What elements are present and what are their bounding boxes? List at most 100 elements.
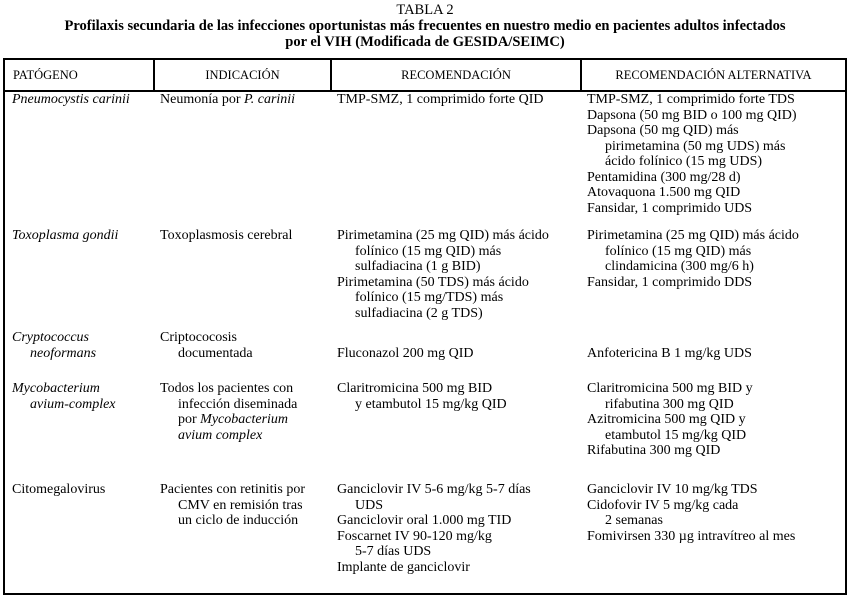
recomendacion-cell: Ganciclovir IV 5-6 mg/kg 5-7 días UDS Ganc…: [337, 482, 531, 575]
italic-text: Mycobacterium: [200, 412, 289, 427]
text: Neumonía por: [160, 92, 244, 107]
cell-line: Citomegalovirus: [12, 482, 105, 498]
patogeno-cell: Cryptococcus neoformans: [12, 330, 96, 361]
cell-line: neoformans: [12, 346, 96, 362]
table-label: TABLA 2: [396, 2, 454, 18]
text: Foscarnet IV 90-120 mg/kg: [337, 528, 492, 544]
cell-line: Ganciclovir IV 5-6 mg/kg 5-7 días: [337, 482, 531, 498]
indicacion-cell: Toxoplasmosis cerebral: [160, 228, 292, 244]
text: infección diseminada: [178, 396, 298, 412]
cell-line: Pentamidina (300 mg/28 d): [587, 170, 797, 186]
text: rifabutina 300 mg QID: [605, 396, 734, 412]
cell-line: Implante de ganciclovir: [337, 560, 531, 576]
text: Toxoplasmosis cerebral: [160, 228, 293, 243]
cell-line: Ganciclovir oral 1.000 mg TID: [337, 513, 531, 529]
text: sulfadiacina (1 g BID): [355, 259, 481, 274]
cell-line: Pirimetamina (50 TDS) más ácido: [337, 275, 549, 291]
cell-line: Pacientes con retinitis por: [160, 482, 305, 498]
indicacion-cell: Todos los pacientes con infección disemin…: [160, 381, 297, 443]
italic-text: Mycobacterium: [12, 381, 100, 396]
text: 5-7 días UDS: [355, 544, 432, 559]
alternativa-cell: Ganciclovir IV 10 mg/kg TDS Cidofovir IV …: [587, 482, 795, 544]
italic-text: Cryptococcus: [12, 330, 89, 345]
text: TMP-SMZ, 1 comprimido forte QID: [337, 92, 544, 107]
cell-line: Pirimetamina (25 mg QID) más ácido: [337, 228, 549, 244]
text: un ciclo de inducción: [178, 513, 299, 528]
table-header: PATÓGENO INDICACIÓN RECOMENDACIÓN RECOME…: [5, 60, 845, 92]
cell-line: Claritromicina 500 mg BID: [337, 381, 507, 397]
cell-line: Criptococosis: [160, 330, 253, 346]
recomendacion-cell: Pirimetamina (25 mg QID) más ácido folíni…: [337, 228, 549, 321]
cell-line: Fomivirsen 330 µg intravítreo al mes: [587, 529, 795, 545]
patogeno-cell: Mycobacterium avium-complex: [12, 381, 116, 412]
cell-line: Pirimetamina (25 mg QID) más ácido: [587, 228, 799, 244]
text: Criptococosis: [160, 330, 237, 345]
cell-line: Fluconazol 200 mg QID: [337, 346, 473, 362]
cell-line: Atovaquona 1.500 mg QID: [587, 185, 797, 201]
cell-line: [337, 330, 473, 346]
cell-line: Fansidar, 1 comprimido UDS: [587, 201, 797, 217]
cell-line: 2 semanas: [587, 513, 795, 529]
text: Pirimetamina (25 mg QID) más ácido: [587, 228, 799, 243]
text: Anfotericina B 1 mg/kg UDS: [587, 345, 752, 361]
table-title-line-1: Profilaxis secundaria de las infecciones…: [64, 18, 786, 34]
italic-text: neoformans: [30, 345, 97, 361]
text: 2 semanas: [605, 513, 663, 528]
cell-line: clindamicina (300 mg/6 h): [587, 259, 799, 275]
cell-line: Dapsona (50 mg QID) más: [587, 123, 797, 139]
italic-text: avium-complex: [30, 396, 116, 412]
text: Atovaquona 1.500 mg QID: [587, 185, 741, 200]
text: TMP-SMZ, 1 comprimido forte TDS: [587, 92, 795, 107]
cell-line: Cryptococcus: [12, 330, 96, 346]
header-patogeno: PATÓGENO: [13, 68, 78, 82]
text: folínico (15 mg QID) más: [355, 243, 502, 259]
cell-line: CMV en remisión tras: [160, 498, 305, 514]
cell-line: Rifabutina 300 mg QID: [587, 443, 753, 459]
indicacion-cell: Pacientes con retinitis por CMV en remisi…: [160, 482, 305, 529]
text: Pacientes con retinitis por: [160, 482, 306, 497]
recomendacion-cell: TMP-SMZ, 1 comprimido forte QID: [337, 92, 543, 108]
text: folínico (15 mg/TDS) más: [355, 290, 504, 305]
text: y etambutol 15 mg/kg QID: [355, 396, 507, 412]
text: por: [178, 412, 201, 427]
cell-line: Toxoplasma gondii: [12, 228, 118, 244]
text: clindamicina (300 mg/6 h): [605, 259, 754, 274]
text: Fomivirsen 330 µg intravítreo al mes: [587, 528, 796, 544]
cell-line: 5-7 días UDS: [337, 544, 531, 560]
cell-line: Fansidar, 1 comprimido DDS: [587, 275, 799, 291]
text: Dapsona (50 mg QID) más: [587, 123, 739, 138]
text: Ganciclovir IV 5-6 mg/kg 5-7 días: [337, 482, 531, 497]
cell-line: TMP-SMZ, 1 comprimido forte QID: [337, 92, 543, 108]
cell-line: sulfadiacina (2 g TDS): [337, 306, 549, 322]
text: Fluconazol 200 mg QID: [337, 345, 474, 361]
text: Dapsona (50 mg BID o 100 mg QID): [587, 107, 797, 123]
text: Citomegalovirus: [12, 482, 106, 497]
header-divider: [153, 60, 155, 90]
cell-line: Neumonía por P. carinii: [160, 92, 295, 108]
italic-text: P. carinii: [243, 92, 296, 107]
indicacion-cell: Criptococosis documentada: [160, 330, 253, 361]
text: Ganciclovir IV 10 mg/kg TDS: [587, 482, 758, 497]
cell-line: infección diseminada: [160, 397, 297, 413]
text: Todos los pacientes con: [160, 381, 294, 396]
text: folínico (15 mg QID) más: [605, 243, 752, 259]
text: documentada: [178, 345, 253, 361]
patogeno-cell: Toxoplasma gondii: [12, 228, 118, 244]
text: Fansidar, 1 comprimido DDS: [587, 274, 753, 290]
cell-line: Foscarnet IV 90-120 mg/kg: [337, 529, 531, 545]
cell-line: sulfadiacina (1 g BID): [337, 259, 549, 275]
text: UDS: [355, 497, 384, 513]
cell-line: por Mycobacterium: [160, 412, 297, 428]
text: Pentamidina (300 mg/28 d): [587, 169, 741, 185]
text: etambutol 15 mg/kg QID: [605, 427, 747, 443]
cell-line: un ciclo de inducción: [160, 513, 305, 529]
text: Claritromicina 500 mg BID: [337, 381, 493, 396]
italic-text: Pneumocystis carinii: [12, 92, 130, 107]
italic-text: Toxoplasma gondii: [12, 228, 119, 243]
text: pirimetamina (50 mg UDS) más: [605, 138, 786, 154]
recomendacion-cell: Fluconazol 200 mg QID: [337, 330, 473, 361]
alternativa-cell: Anfotericina B 1 mg/kg UDS: [587, 330, 752, 361]
table-title-line-2: por el VIH (Modificada de GESIDA/SEIMC): [285, 34, 565, 50]
cell-line: ácido folínico (15 mg UDS): [587, 154, 797, 170]
cell-line: Toxoplasmosis cerebral: [160, 228, 292, 244]
